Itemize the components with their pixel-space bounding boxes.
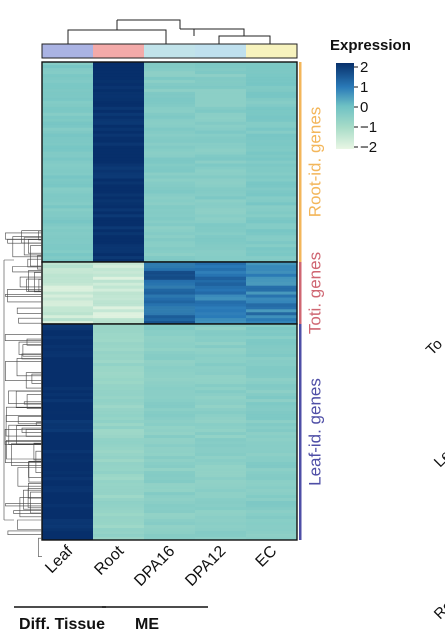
heatmap-cell-rootid-root xyxy=(93,62,145,263)
expression-legend: Expression 2 1 0 −1 −2 xyxy=(330,37,411,156)
column-label-dpa16: DPA16 xyxy=(131,543,178,590)
heatmap-cell-toti-ec xyxy=(246,262,298,325)
heatmap-cell-rootid-dpa12 xyxy=(195,62,247,263)
adjacent-panel-labels: To Leaf- Root-i xyxy=(423,336,445,623)
heatmap-cell-leafid-leaf xyxy=(42,324,94,541)
column-label-leaf: Leaf xyxy=(42,542,76,576)
legend-tick-label: 0 xyxy=(360,99,368,116)
column-label-ec: EC xyxy=(253,543,281,571)
group-label-1: ME xyxy=(135,616,159,633)
row-cluster-annotations: Root-id. genes Toti. genes Leaf-id. genes xyxy=(299,62,324,540)
column-groups: Diff. Tissue ME xyxy=(14,606,208,633)
column-annotation-root xyxy=(93,44,144,58)
legend-tick-label: −2 xyxy=(360,139,377,156)
cluster-label-0: Root-id. genes xyxy=(305,107,324,218)
column-annotation-dpa16 xyxy=(144,44,195,58)
heatmap-cell-rootid-dpa16 xyxy=(144,62,196,263)
column-dendrogram xyxy=(67,19,271,44)
heatmap-cell-leafid-root xyxy=(93,324,145,541)
heatmap-cell-toti-dpa12 xyxy=(195,262,247,325)
heatmap-cell-leafid-ec xyxy=(246,324,298,541)
cluster-label-1: Toti. genes xyxy=(305,252,324,334)
heatmap-cell-rootid-leaf xyxy=(42,62,94,263)
column-annotation-ec xyxy=(246,44,297,58)
heatmap-cell-toti-root xyxy=(93,262,145,325)
cluster-bar-0 xyxy=(299,62,302,262)
group-label-0: Diff. Tissue xyxy=(19,616,105,633)
heatmap-cell-leafid-dpa16 xyxy=(144,324,196,541)
column-annotation-bar xyxy=(41,43,298,59)
cluster-bar-1 xyxy=(299,262,302,324)
cluster-bar-2 xyxy=(299,324,302,540)
legend-tick-label: 2 xyxy=(360,59,368,76)
cluster-block-outline xyxy=(41,323,298,541)
adjacent-label-0: To xyxy=(423,336,445,359)
legend-tick-label: 1 xyxy=(360,79,368,96)
legend-colorbar xyxy=(336,63,354,149)
column-annotation-leaf xyxy=(42,44,93,58)
row-dendrogram xyxy=(3,230,42,557)
heatmap-cell-toti-leaf xyxy=(42,262,94,325)
legend-title: Expression xyxy=(330,37,411,54)
adjacent-label-2: Root-i xyxy=(431,583,445,623)
adjacent-label-1: Leaf- xyxy=(431,435,445,471)
cluster-label-2: Leaf-id. genes xyxy=(305,378,324,486)
heatmap-cell-rootid-ec xyxy=(246,62,298,263)
heatmap-cell-toti-dpa16 xyxy=(144,262,196,325)
heatmap-cell-leafid-dpa12 xyxy=(195,324,247,541)
column-annotation-dpa12 xyxy=(195,44,246,58)
column-label-root: Root xyxy=(91,542,127,578)
column-label-dpa12: DPA12 xyxy=(182,543,229,590)
heatmap-body xyxy=(41,61,298,541)
column-labels: Leaf Root DPA16 DPA12 EC xyxy=(42,542,280,589)
legend-tick-label: −1 xyxy=(360,119,377,136)
